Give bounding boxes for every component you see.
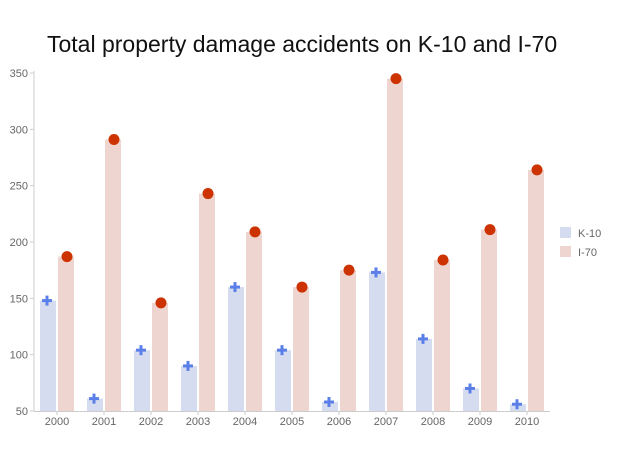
x-tick-label: 2006 (327, 416, 351, 428)
bar-i-70-2004 (246, 231, 262, 411)
bar-k-10-2001 (87, 398, 103, 411)
marker-k-10-2003 (183, 360, 193, 371)
marker-k-10-2009 (465, 383, 475, 394)
bar-k-10-2000 (40, 300, 56, 411)
bar-k-10-2005 (275, 350, 291, 411)
x-tick-label: 2000 (45, 416, 69, 428)
bar-i-70-2002 (152, 302, 168, 411)
bar-i-70-2009 (481, 229, 497, 411)
chart-title: Total property damage accidents on K-10 … (47, 31, 558, 57)
marker-i-70-2009 (484, 224, 496, 236)
x-tick-label: 2003 (186, 416, 210, 428)
marker-k-10-2006 (324, 396, 334, 407)
marker-layer (42, 73, 543, 410)
marker-k-10-2004 (230, 282, 240, 293)
marker-k-10-2005 (277, 345, 287, 356)
y-tick-label: 300 (10, 124, 28, 136)
x-tick-label: 2010 (515, 416, 539, 428)
marker-i-70-2001 (108, 133, 120, 145)
y-tick-label: 200 (10, 237, 28, 249)
bar-k-10-2004 (228, 287, 244, 411)
bar-i-70-2010 (528, 169, 544, 411)
x-tick-label: 2004 (233, 416, 257, 428)
legend-swatch-k-10 (560, 227, 571, 238)
bar-i-70-2006 (340, 270, 356, 411)
x-tick-label: 2009 (468, 416, 492, 428)
marker-k-10-2000 (42, 295, 52, 306)
y-tick-label: 150 (10, 293, 28, 305)
x-tick-label: 2007 (374, 416, 398, 428)
y-tick-label: 50 (16, 406, 28, 418)
bar-i-70-2000 (58, 256, 74, 411)
marker-i-70-2004 (249, 226, 261, 238)
marker-k-10-2001 (89, 393, 99, 404)
legend-label-k-10: K-10 (578, 228, 601, 240)
marker-k-10-2007 (371, 267, 381, 278)
bar-i-70-2008 (434, 260, 450, 411)
bar-i-70-2005 (293, 287, 309, 411)
legend: K-10 I-70 (560, 227, 601, 259)
bar-k-10-2003 (181, 365, 197, 411)
bars-layer (40, 78, 544, 411)
x-tick-label: 2002 (139, 416, 163, 428)
marker-i-70-2007 (390, 73, 402, 85)
bar-i-70-2001 (105, 139, 121, 411)
legend-swatch-i-70 (560, 246, 571, 257)
marker-i-70-2002 (155, 297, 167, 309)
marker-i-70-2006 (343, 264, 355, 276)
marker-i-70-2008 (437, 254, 449, 266)
bar-i-70-2007 (387, 78, 403, 411)
marker-k-10-2002 (136, 345, 146, 356)
y-tick-label: 100 (10, 350, 28, 362)
x-tick-label: 2008 (421, 416, 445, 428)
marker-i-70-2003 (202, 188, 214, 200)
bar-k-10-2007 (369, 272, 385, 411)
bar-k-10-2008 (416, 338, 432, 411)
y-tick-label: 250 (10, 181, 28, 193)
legend-label-i-70: I-70 (578, 247, 597, 259)
bar-k-10-2002 (134, 350, 150, 411)
marker-i-70-2000 (61, 251, 73, 263)
marker-k-10-2008 (418, 333, 428, 344)
bar-i-70-2003 (199, 193, 215, 411)
x-tick-label: 2001 (92, 416, 116, 428)
marker-k-10-2010 (512, 399, 522, 410)
bar-k-10-2009 (463, 388, 479, 411)
x-tick-label: 2005 (280, 416, 304, 428)
axis-layer: 50 100 150 200 250 300 350 2000 2001 2002 2003 2004… (10, 68, 550, 428)
marker-i-70-2005 (296, 281, 308, 293)
y-tick-label: 350 (10, 68, 28, 80)
marker-i-70-2010 (531, 164, 543, 176)
